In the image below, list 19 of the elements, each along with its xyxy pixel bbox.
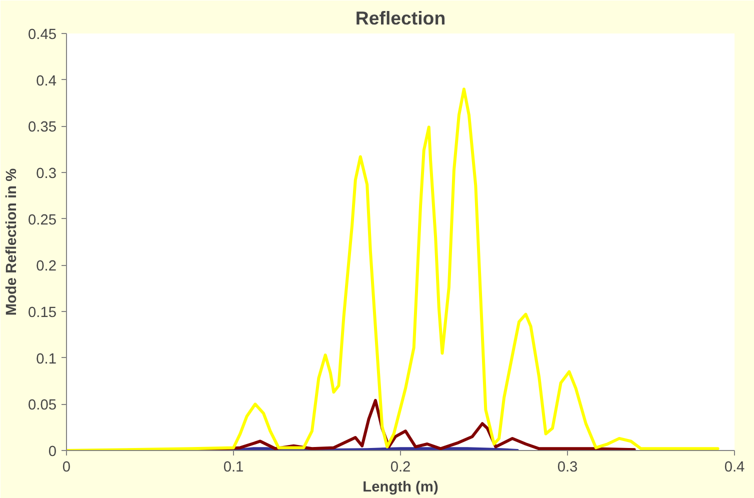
x-tick-label: 0.4	[724, 460, 745, 476]
x-tick-label: 0.1	[223, 460, 244, 476]
y-tick-label: 0.35	[28, 120, 57, 136]
y-tick-label: 0.4	[36, 73, 56, 90]
y-tick-label: 0.3	[36, 166, 56, 182]
y-tick-label: 0.45	[28, 27, 57, 43]
x-tick-label: 0.3	[557, 460, 578, 476]
x-tick-label: 0	[62, 460, 71, 476]
chart-title: Reflection	[355, 8, 446, 28]
y-tick-label: 0.15	[28, 305, 57, 321]
y-tick-label: 0.2	[36, 258, 56, 275]
line-series	[66, 88, 720, 450]
y-tick-label: 0.05	[28, 398, 57, 414]
y-tick-label: 0.25	[28, 212, 57, 228]
y-tick-label: 0	[48, 444, 57, 460]
x-axis-title: Length (m)	[362, 480, 438, 496]
y-axis-title: Mode Reflection in %	[4, 168, 20, 316]
x-tick-label: 0.2	[390, 460, 411, 476]
y-tick-label: 0.1	[36, 351, 56, 368]
